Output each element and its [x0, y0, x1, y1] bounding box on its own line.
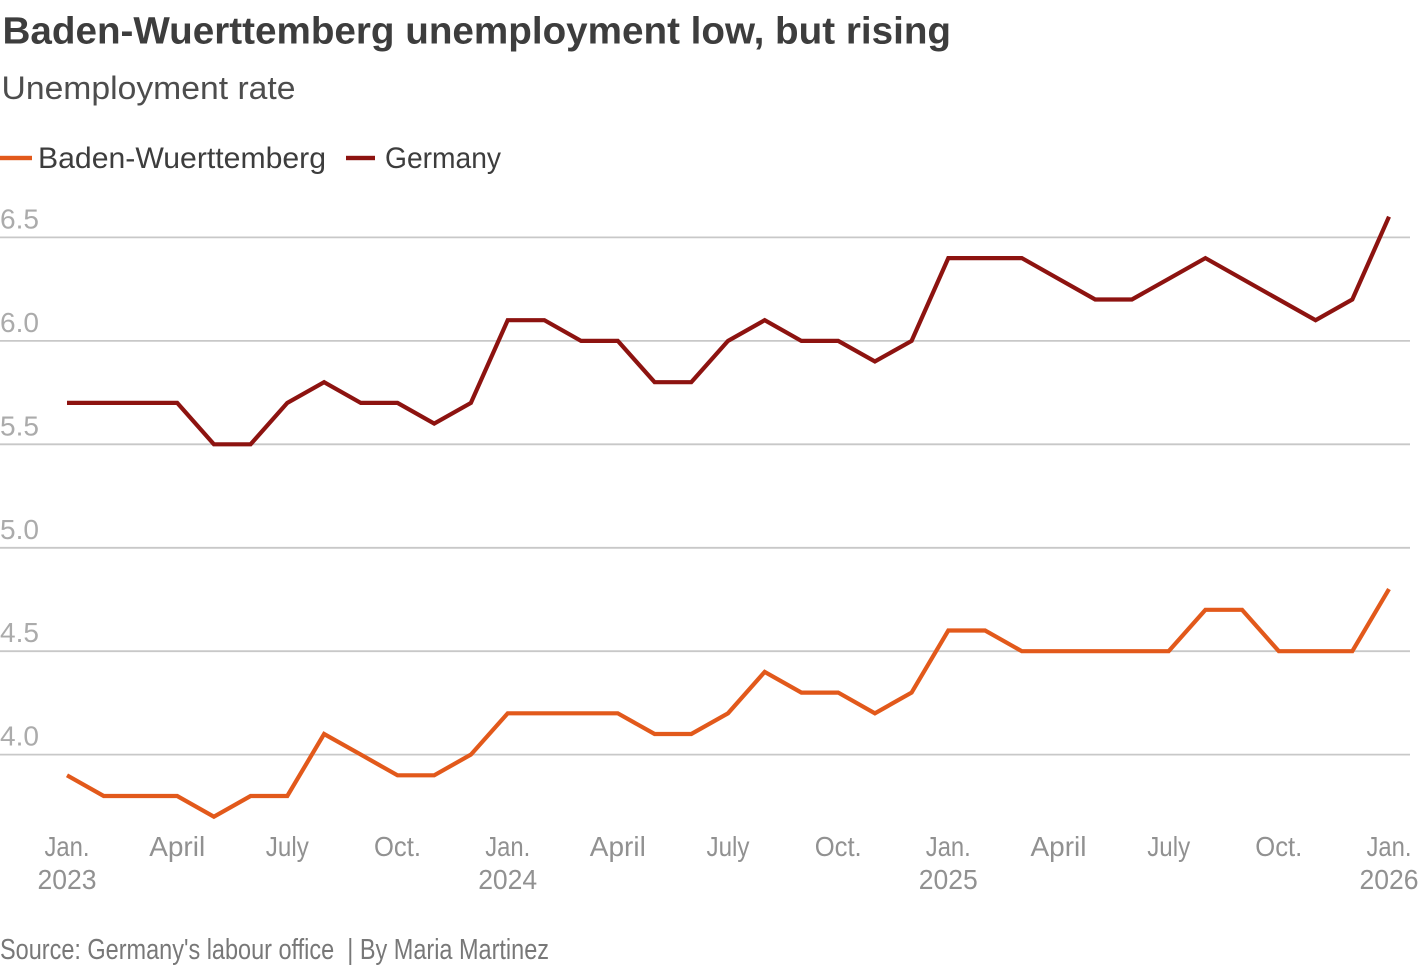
svg-text:Baden-Wuerttemberg: Baden-Wuerttemberg	[38, 142, 326, 175]
svg-text:5.0: 5.0	[0, 514, 39, 545]
svg-text:April: April	[149, 831, 205, 862]
svg-text:Jan.: Jan.	[485, 831, 530, 862]
svg-text:2023: 2023	[38, 864, 97, 895]
svg-text:Oct.: Oct.	[374, 831, 421, 862]
svg-text:2025: 2025	[919, 864, 978, 895]
svg-text:July: July	[1147, 831, 1190, 862]
svg-text:Germany: Germany	[385, 142, 501, 175]
svg-text:July: July	[266, 831, 309, 862]
svg-text:6.0: 6.0	[0, 307, 39, 338]
svg-text:Jan.: Jan.	[926, 831, 971, 862]
svg-text:April: April	[590, 831, 646, 862]
svg-text:Unemployment rate: Unemployment rate	[2, 70, 296, 106]
svg-text:5.5: 5.5	[0, 410, 39, 441]
svg-text:Baden-Wuerttemberg unemploymen: Baden-Wuerttemberg unemployment low, but…	[3, 11, 952, 53]
svg-text:2024: 2024	[478, 864, 537, 895]
svg-text:July: July	[707, 831, 750, 862]
svg-text:4.0: 4.0	[0, 721, 39, 752]
svg-text:4.5: 4.5	[0, 617, 39, 648]
svg-text:Jan.: Jan.	[45, 831, 90, 862]
svg-text:Jan.: Jan.	[1367, 831, 1412, 862]
svg-text:Source: Germany's labour offic: Source: Germany's labour office | By Mar…	[0, 934, 549, 966]
svg-text:Oct.: Oct.	[1255, 831, 1302, 862]
svg-text:April: April	[1031, 831, 1087, 862]
svg-text:Oct.: Oct.	[815, 831, 862, 862]
svg-text:2026: 2026	[1360, 864, 1419, 895]
svg-text:6.5: 6.5	[0, 203, 39, 234]
